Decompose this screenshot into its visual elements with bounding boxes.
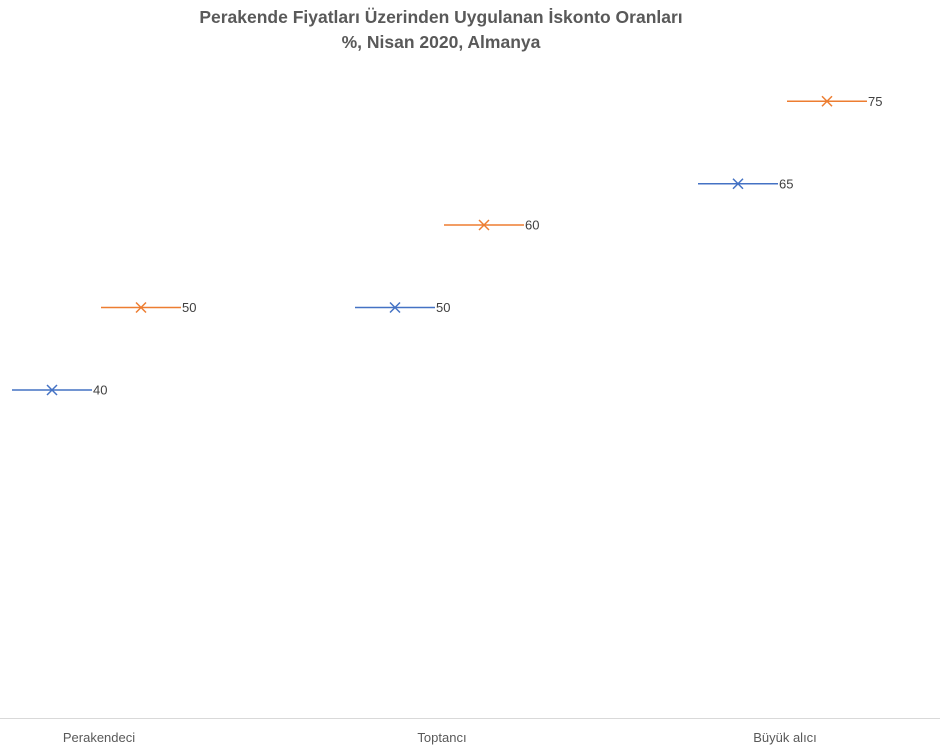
series-2-point-2: 60	[444, 218, 539, 233]
series-1-point-1: 40	[12, 383, 107, 398]
data-label: 65	[779, 176, 793, 191]
series-2-x-marker	[478, 219, 490, 231]
x-tick-label: Toptancı	[417, 730, 466, 745]
series-2-point-3: 75	[787, 94, 882, 109]
series-2-x-marker	[821, 95, 833, 107]
series-2-x-marker	[135, 301, 147, 314]
x-tick-label: Perakendeci	[63, 730, 135, 745]
series-2-point-1: 50	[101, 300, 196, 315]
data-label: 50	[436, 300, 450, 315]
data-label: 75	[868, 94, 882, 109]
data-label: 50	[182, 300, 196, 315]
series-1-x-marker	[46, 384, 58, 396]
series-1-point-3: 65	[698, 176, 793, 191]
chart-title: Perakende Fiyatları Üzerinden Uygulanan …	[199, 7, 683, 27]
data-label: 40	[93, 383, 107, 398]
series-1-point-2: 50	[355, 300, 450, 315]
x-tick-label: Büyük alıcı	[753, 730, 817, 745]
chart-subtitle: %, Nisan 2020, Almanya	[341, 32, 541, 52]
data-label: 60	[525, 218, 539, 233]
series-1-x-marker	[389, 301, 401, 314]
series-1-x-marker	[732, 178, 744, 190]
